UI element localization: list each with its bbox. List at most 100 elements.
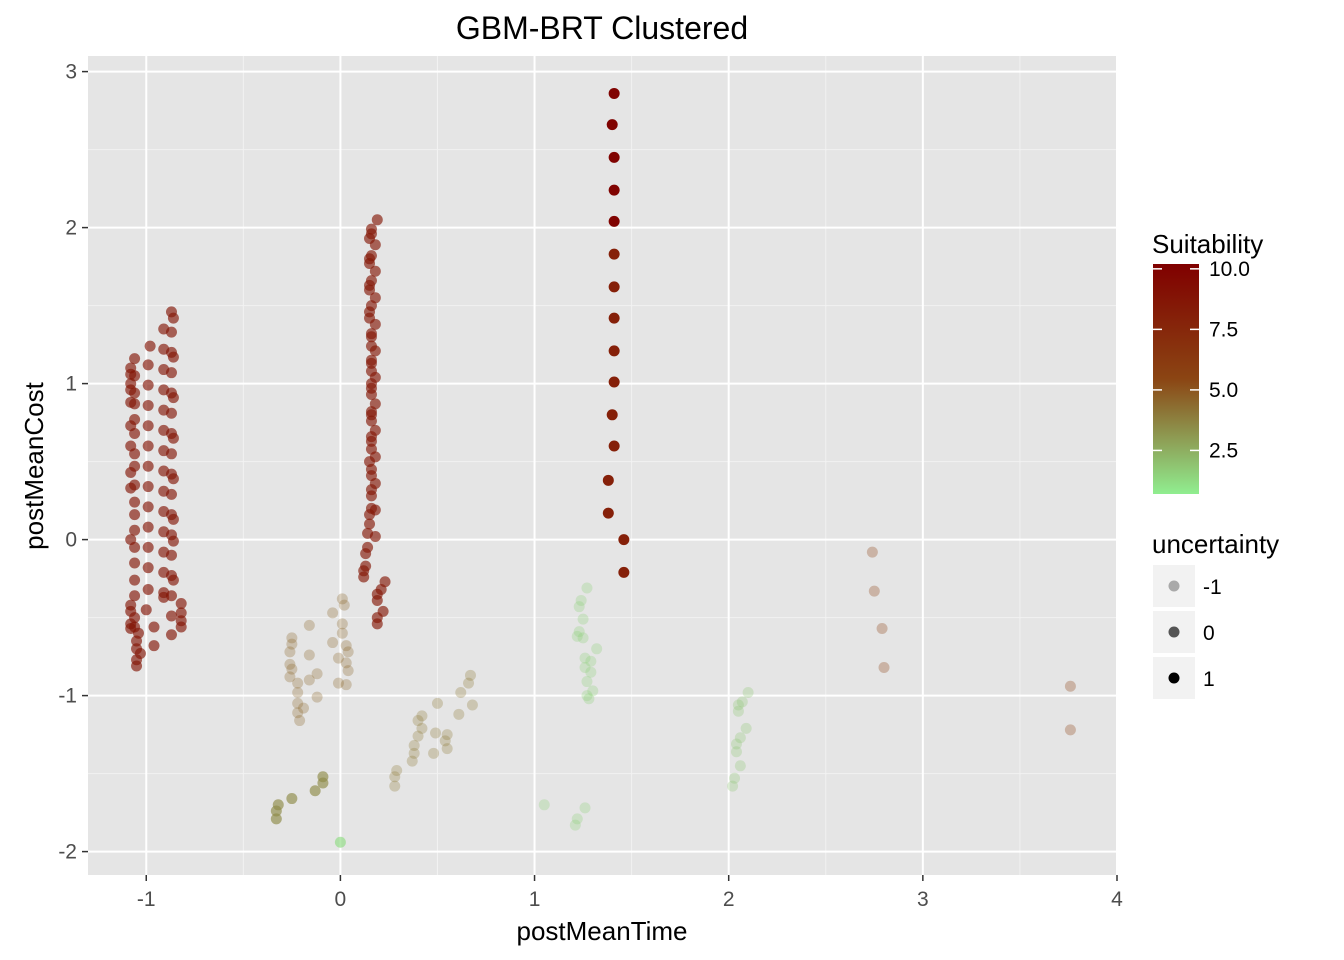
data-point (416, 710, 428, 722)
data-point (129, 557, 141, 569)
data-point (284, 658, 296, 670)
data-point (311, 691, 323, 703)
data-point (608, 345, 620, 357)
data-point (430, 727, 442, 739)
x-tick-label: 3 (917, 888, 929, 911)
data-point (298, 702, 310, 714)
data-point (175, 598, 187, 610)
data-point (1064, 680, 1076, 692)
data-point (742, 686, 754, 698)
x-axis: -1 0 1 2 3 4 (137, 875, 1123, 911)
x-tick-label: 2 (723, 888, 735, 911)
colorbar-tick-label: 2.5 (1209, 439, 1238, 462)
data-point (729, 772, 741, 784)
data-point (868, 585, 880, 597)
data-point (369, 530, 381, 542)
legend-uncertainty: uncertainty -1 0 1 (1152, 529, 1279, 699)
data-point (142, 541, 154, 553)
data-point (369, 424, 381, 436)
data-point (371, 214, 383, 226)
data-point (165, 367, 177, 379)
data-point (577, 613, 589, 625)
data-point (581, 582, 593, 594)
data-point (165, 590, 177, 602)
data-point (579, 802, 591, 814)
data-point (727, 780, 739, 792)
data-point (142, 420, 154, 432)
data-point (129, 353, 141, 365)
data-point (125, 599, 137, 611)
data-point (270, 813, 282, 825)
data-point (365, 250, 377, 262)
data-point (585, 666, 597, 678)
data-point (602, 474, 614, 486)
data-point (167, 432, 179, 444)
data-point (606, 409, 618, 421)
data-point (538, 799, 550, 811)
data-point (389, 780, 401, 792)
data-point (292, 686, 304, 698)
data-point (129, 612, 141, 624)
data-point (167, 351, 179, 363)
data-point (336, 627, 348, 639)
data-point (294, 715, 306, 727)
data-point (142, 521, 154, 533)
data-point (140, 604, 152, 616)
data-point (608, 87, 620, 99)
data-point (573, 601, 585, 613)
data-point (428, 747, 440, 759)
data-point (579, 652, 591, 664)
data-point (336, 618, 348, 630)
x-tick-label: 4 (1111, 888, 1123, 911)
data-point (142, 460, 154, 472)
data-point (165, 326, 177, 338)
data-point (129, 541, 141, 553)
data-point (1064, 724, 1076, 736)
data-point (129, 428, 141, 440)
data-point (369, 504, 381, 516)
data-point (165, 448, 177, 460)
data-point (389, 771, 401, 783)
data-point (292, 707, 304, 719)
data-point (736, 696, 748, 708)
data-point (416, 722, 428, 734)
data-point (334, 836, 346, 848)
data-point (175, 621, 187, 633)
data-point (165, 549, 177, 561)
uncertainty-key-point (1168, 626, 1180, 638)
data-point (365, 275, 377, 287)
data-point (585, 655, 597, 667)
data-point (391, 764, 403, 776)
data-point (608, 248, 620, 260)
legend-colorbar (1153, 264, 1199, 494)
data-point (129, 479, 141, 491)
legend-suitability-title: Suitability (1152, 229, 1263, 259)
data-point (369, 318, 381, 330)
data-point (142, 359, 154, 371)
colorbar-tick-label: 7.5 (1209, 318, 1238, 341)
data-point (272, 799, 284, 811)
data-point (878, 662, 890, 674)
data-point (732, 705, 744, 717)
data-point (129, 398, 141, 410)
y-tick-label: -1 (58, 685, 77, 708)
data-point (439, 735, 451, 747)
x-tick-label: 1 (529, 888, 541, 911)
data-point (464, 669, 476, 681)
minor-gridlines (88, 56, 1117, 875)
data-point (129, 590, 141, 602)
data-point (602, 507, 614, 519)
data-point (369, 265, 381, 277)
data-point (369, 371, 381, 383)
data-point (369, 451, 381, 463)
data-point (606, 119, 618, 131)
x-tick-label: -1 (137, 888, 156, 911)
data-point (129, 496, 141, 508)
data-point (292, 697, 304, 709)
data-point (581, 690, 593, 702)
data-point (371, 618, 383, 630)
data-point (167, 513, 179, 525)
data-point (165, 610, 177, 622)
data-point (340, 657, 352, 669)
data-point (740, 722, 752, 734)
